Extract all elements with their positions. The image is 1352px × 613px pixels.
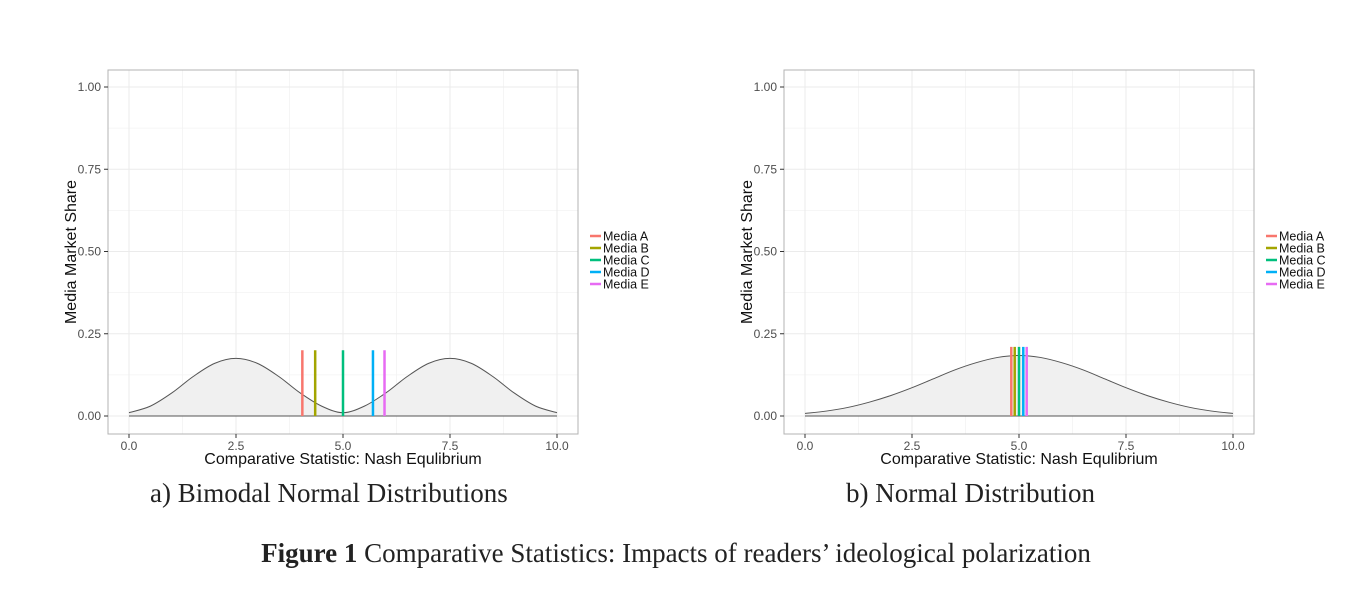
density-area xyxy=(129,358,557,416)
y-tick-label: 0.00 xyxy=(78,409,102,423)
x-tick-label: 5.0 xyxy=(1011,439,1028,453)
y-tick-label: 0.50 xyxy=(78,245,102,259)
subcaption-a: a) Bimodal Normal Distributions xyxy=(150,478,508,508)
y-axis-title: Media Market Share xyxy=(739,180,756,324)
subcaption-b: b) Normal Distribution xyxy=(846,478,1095,508)
y-tick-label: 0.75 xyxy=(78,162,102,176)
legend-label-media-a: Media A xyxy=(603,230,649,244)
y-tick-label: 1.00 xyxy=(78,80,102,94)
chart-panel-a: 0.0 2.5 5.0 7.5 10.0 0.00 0.25 0.50 0.75 1.00 Comp… xyxy=(0,0,676,520)
legend-label-media-c: Media C xyxy=(1279,254,1326,268)
x-tick-label: 0.0 xyxy=(121,439,138,453)
legend-label-media-d: Media D xyxy=(1279,266,1326,280)
x-tick-label: 5.0 xyxy=(335,439,352,453)
legend-label-media-a: Media A xyxy=(1279,230,1325,244)
figure-caption-text: Comparative Statistics: Impacts of reade… xyxy=(364,538,1091,568)
y-tick-label: 0.75 xyxy=(754,162,778,176)
legend-label-media-e: Media E xyxy=(603,278,649,292)
x-tick-label: 7.5 xyxy=(442,439,459,453)
legend-label-media-d: Media D xyxy=(603,266,650,280)
x-tick-label: 2.5 xyxy=(228,439,245,453)
y-tick-label: 1.00 xyxy=(754,80,778,94)
x-axis-title: Comparative Statistic: Nash Equlibrium xyxy=(880,451,1157,468)
density-chart-a: 0.0 2.5 5.0 7.5 10.0 0.00 0.25 0.50 0.75 1.00 Comp… xyxy=(63,69,650,468)
x-tick-label: 7.5 xyxy=(1118,439,1135,453)
x-tick-label: 10.0 xyxy=(545,439,569,453)
chart-panel-b: 0.0 2.5 5.0 7.5 10.0 0.00 0.25 0.50 0.75 1.00 Comp… xyxy=(676,0,1352,520)
density-chart-b: 0.0 2.5 5.0 7.5 10.0 0.00 0.25 0.50 0.75 1.00 Comp… xyxy=(739,69,1326,468)
legend-label-media-c: Media C xyxy=(603,254,650,268)
y-tick-label: 0.00 xyxy=(754,409,778,423)
y-axis-title: Media Market Share xyxy=(63,180,80,324)
y-tick-label: 0.50 xyxy=(754,245,778,259)
x-tick-label: 10.0 xyxy=(1221,439,1245,453)
x-axis-title: Comparative Statistic: Nash Equlibrium xyxy=(204,451,481,468)
legend-label-media-b: Media B xyxy=(1279,242,1325,256)
legend-label-media-e: Media E xyxy=(1279,278,1325,292)
legend-label-media-b: Media B xyxy=(603,242,649,256)
figure-label: Figure 1 xyxy=(261,538,358,568)
y-tick-label: 0.25 xyxy=(78,327,102,341)
x-tick-label: 0.0 xyxy=(797,439,814,453)
x-tick-label: 2.5 xyxy=(904,439,921,453)
figure-caption: Figure 1 Comparative Statistics: Impacts… xyxy=(0,538,1352,569)
y-tick-label: 0.25 xyxy=(754,327,778,341)
